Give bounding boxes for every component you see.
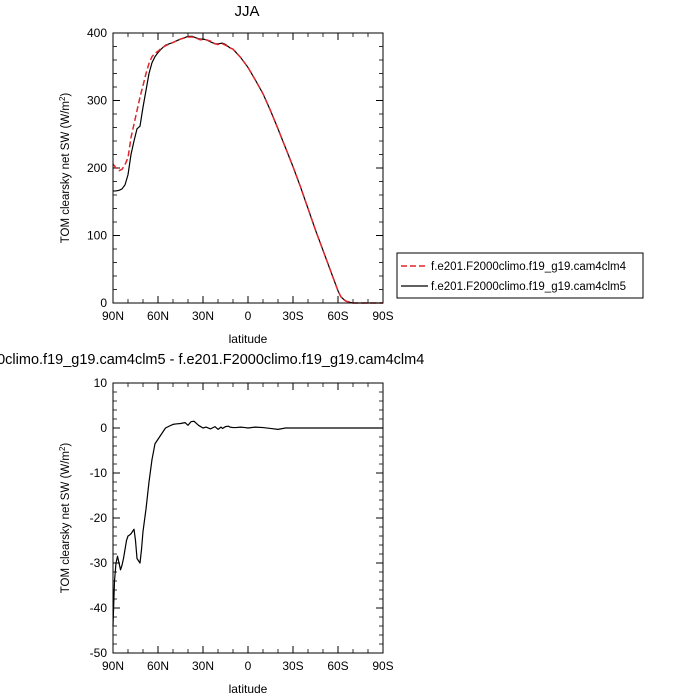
top-chart-title: JJA (234, 3, 259, 20)
bottom-x-tick-label: 30S (282, 659, 303, 673)
top-x-axis-label: latitude (229, 332, 268, 346)
bottom-y-axis-label: TOM clearsky net SW (W/m2) (58, 443, 72, 594)
bottom-x-tick-label: 90N (102, 659, 124, 673)
bottom-series-line-difference (112, 420, 383, 627)
bottom-y-tick-label: 0 (100, 421, 107, 435)
top-x-tick-label: 90S (372, 309, 393, 323)
top-plot-frame (112, 32, 384, 304)
legend-label-clm4: f.e201.F2000climo.f19_g19.cam4clm4 (431, 261, 627, 273)
top-plot-area: 90N 60N 30N 0 30S 60S 90S 0 100 200 300 400 (87, 26, 394, 323)
legend-label-clm5: f.e201.F2000climo.f19_g19.cam4clm5 (431, 281, 626, 293)
bottom-x-tick-label: 30N (192, 659, 214, 673)
top-y-tick-label: 0 (100, 296, 107, 310)
bottom-chart-title: f.e201.F2000climo.f19_g19.cam4clm5 - f.e… (0, 352, 424, 368)
top-x-tick-label: 60S (327, 309, 348, 323)
top-x-tick-label: 30N (192, 309, 214, 323)
top-y-tick-label: 300 (87, 94, 107, 108)
bottom-panel: f.e201.F2000climo.f19_g19.cam4clm5 - f.e… (0, 352, 424, 696)
bottom-x-axis-label: latitude (229, 682, 268, 696)
bottom-y-tick-label: 10 (94, 376, 108, 390)
legend: f.e201.F2000climo.f19_g19.cam4clm4 f.e20… (396, 252, 644, 299)
top-x-tick-label: 30S (282, 309, 303, 323)
top-y-axis-label: TOM clearsky net SW (W/m2) (58, 93, 72, 244)
top-y-tick-label: 200 (87, 161, 107, 175)
bottom-y-tick-label: -40 (90, 601, 108, 615)
top-y-tick-label: 400 (87, 26, 107, 40)
bottom-y-tick-label: -30 (90, 556, 108, 570)
bottom-y-tick-label: -20 (90, 511, 108, 525)
bottom-x-tick-label: 0 (245, 659, 252, 673)
top-series-line-cam4clm5 (113, 35, 383, 304)
bottom-y-tick-label: -50 (90, 646, 108, 660)
bottom-plot-frame (112, 382, 384, 654)
bottom-plot-area: 90N 60N 30N 0 30S 60S 90S -50 -40 -30 -20 -10 0 10 (90, 376, 394, 673)
top-x-tick-label: 90N (102, 309, 124, 323)
top-y-tick-label: 100 (87, 229, 107, 243)
top-x-tick-label: 0 (245, 309, 252, 323)
bottom-y-tick-label: -10 (90, 466, 108, 480)
top-x-tick-label: 60N (147, 309, 169, 323)
bottom-x-tick-label: 90S (372, 659, 393, 673)
top-series-line-cam4clm4 (112, 36, 383, 304)
bottom-x-tick-label: 60S (327, 659, 348, 673)
bottom-x-tick-label: 60N (147, 659, 169, 673)
top-panel: JJA 90N 60N 30N 0 30S 60S 90S 0 100 200 300 400 lat… (58, 3, 644, 346)
legend-box (396, 252, 644, 299)
